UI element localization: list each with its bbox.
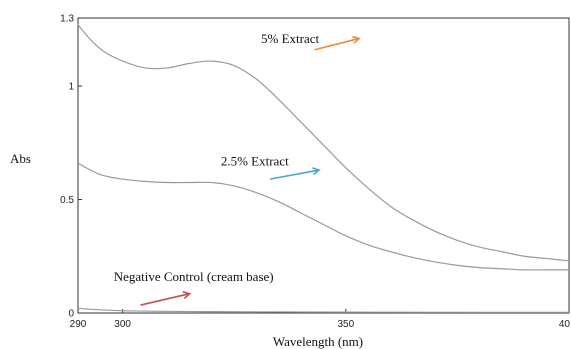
plot-axes: 0 0.5 1 1.3 290 300 350 40 <box>60 14 570 331</box>
x-axis-label: Wavelength (nm) <box>273 334 363 349</box>
series-2-5pct-extract-line <box>77 162 569 271</box>
y-tick-label: 1.3 <box>60 14 74 25</box>
annotation-arrow-head <box>182 291 192 299</box>
series-negative-control-line <box>77 307 570 313</box>
annotation-label: 2.5% Extract <box>221 154 289 169</box>
annotation-arrow-shaft <box>314 37 360 51</box>
annotation-arrow-shaft <box>269 169 320 180</box>
spectra-curves <box>77 24 570 313</box>
x-tick-label: 300 <box>114 319 131 330</box>
annotation-arrow-shaft <box>140 292 190 306</box>
annotations: 5% Extract 2.5% Extract Negative Control (… <box>114 31 361 306</box>
x-tick-label: 40 <box>559 319 571 330</box>
annotation-arrow-head <box>352 35 361 44</box>
series-5pct-extract-line <box>77 24 570 262</box>
y-axis-label: Abs <box>10 151 31 166</box>
y-tick-label: 1 <box>68 82 74 93</box>
x-tick-label: 350 <box>337 319 354 330</box>
annotation-label: Negative Control (cream base) <box>114 269 274 284</box>
y-tick-label: 0 <box>68 309 74 320</box>
plot-frame <box>77 17 570 314</box>
annotation-arrow-head <box>312 167 321 176</box>
x-tick-label: 290 <box>70 319 87 330</box>
annotation-label: 5% Extract <box>261 31 320 46</box>
y-tick-label: 0.5 <box>60 195 74 206</box>
